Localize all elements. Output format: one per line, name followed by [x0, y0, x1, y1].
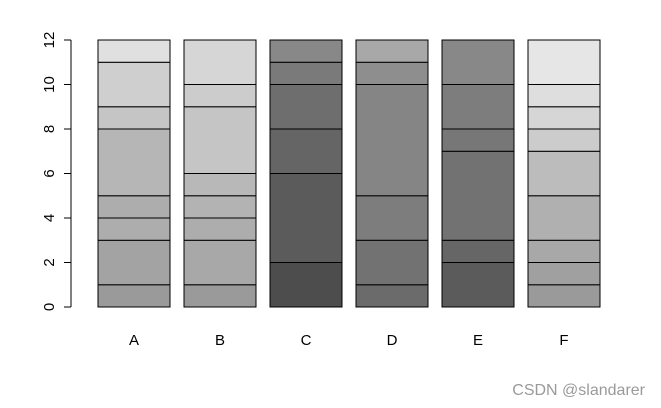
bar-segment-A-2 [97, 217, 171, 241]
y-tick-label-6: 6 [41, 169, 58, 177]
bar-segment-A-3 [97, 195, 171, 219]
bar-segment-D-2 [355, 195, 429, 241]
bar-segment-D-5 [355, 39, 429, 63]
bar-segment-D-1 [355, 239, 429, 286]
bar-segment-B-1 [183, 239, 257, 286]
bar-segment-B-5 [183, 106, 257, 174]
x-tick-label-A: A [129, 332, 139, 349]
bar-segment-F-1 [527, 262, 601, 286]
bar-segment-B-3 [183, 195, 257, 219]
bar-segment-A-5 [97, 106, 171, 130]
bar-segment-C-2 [269, 128, 343, 174]
bar-segment-C-4 [269, 61, 343, 85]
x-tick-label-D: D [387, 332, 398, 349]
bar-segment-E-0 [441, 262, 515, 308]
bar-segment-B-7 [183, 39, 257, 85]
y-tick-label-2: 2 [41, 258, 58, 266]
bar-segment-D-4 [355, 61, 429, 85]
bars-layer [97, 39, 601, 308]
y-tick-label-8: 8 [41, 125, 58, 133]
x-tick-label-E: E [473, 332, 483, 349]
bar-segment-F-0 [527, 284, 601, 308]
bar-E [441, 39, 515, 308]
x-tick-label-C: C [301, 332, 312, 349]
bar-segment-A-6 [97, 61, 171, 108]
bar-segment-F-7 [527, 84, 601, 108]
bar-segment-C-3 [269, 84, 343, 130]
y-tick-label-0: 0 [41, 303, 58, 311]
bar-segment-F-4 [527, 150, 601, 197]
bar-segment-E-3 [441, 128, 515, 152]
bar-A [97, 39, 171, 308]
bar-segment-D-3 [355, 84, 429, 197]
bar-segment-E-5 [441, 39, 515, 85]
bar-segment-B-4 [183, 173, 257, 197]
bar-segment-F-5 [527, 128, 601, 152]
bar-segment-F-8 [527, 39, 601, 85]
bar-segment-B-0 [183, 284, 257, 308]
bar-segment-C-0 [269, 262, 343, 308]
bar-C [269, 39, 343, 308]
x-tick-label-B: B [215, 332, 225, 349]
y-tick-label-10: 10 [41, 76, 58, 93]
bar-segment-A-1 [97, 239, 171, 286]
bar-segment-E-2 [441, 150, 515, 241]
bar-segment-A-0 [97, 284, 171, 308]
bar-D [355, 39, 429, 308]
x-tick-label-F: F [559, 332, 568, 349]
bar-F [527, 39, 601, 308]
y-axis: 0 2 4 6 8 10 12 [41, 32, 72, 311]
bar-segment-C-1 [269, 173, 343, 263]
bar-segment-E-1 [441, 239, 515, 263]
bar-segment-F-6 [527, 106, 601, 130]
bar-segment-C-5 [269, 39, 343, 63]
bar-segment-E-4 [441, 84, 515, 130]
bar-segment-A-4 [97, 128, 171, 197]
bar-segment-F-2 [527, 239, 601, 263]
bar-segment-B-6 [183, 84, 257, 108]
bar-B [183, 39, 257, 308]
bar-segment-D-0 [355, 284, 429, 308]
y-tick-label-4: 4 [41, 214, 58, 222]
bar-segment-F-3 [527, 195, 601, 241]
y-tick-label-12: 12 [41, 32, 58, 49]
watermark-text: CSDN @slandarer [512, 382, 645, 399]
x-axis-labels: A B C D E F [129, 332, 569, 349]
bar-segment-A-7 [97, 39, 171, 63]
bar-segment-B-2 [183, 217, 257, 241]
